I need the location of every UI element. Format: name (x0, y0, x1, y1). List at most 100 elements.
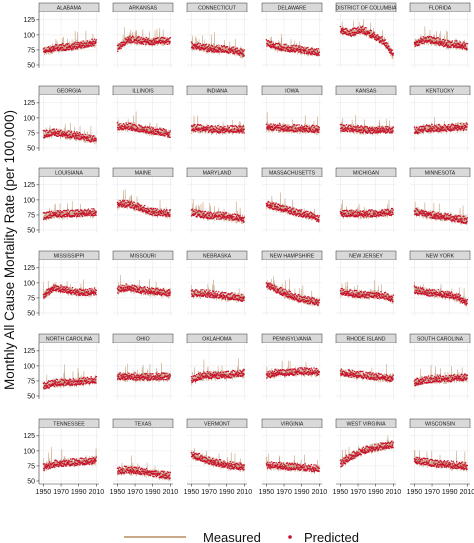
predicted-point (78, 131, 81, 134)
predicted-point (424, 41, 427, 43)
predicted-point (446, 46, 449, 48)
predicted-point (305, 52, 308, 54)
predicted-point (67, 213, 70, 216)
predicted-point (234, 213, 237, 216)
plot-area-illinois (113, 95, 173, 151)
predicted-point (443, 40, 446, 42)
predicted-point (70, 131, 72, 134)
predicted-point (157, 42, 160, 44)
predicted-point (300, 124, 303, 127)
predicted-point (95, 39, 98, 41)
predicted-point (47, 216, 50, 219)
predicted-point (356, 128, 358, 130)
predicted-point (281, 48, 284, 51)
predicted-point (144, 126, 147, 128)
predicted-point (138, 287, 141, 289)
y-tick-label: 75 (27, 212, 35, 219)
predicted-point (169, 214, 171, 216)
predicted-point (228, 130, 230, 132)
predicted-point (357, 293, 360, 296)
predicted-point (313, 53, 316, 56)
predicted-point (85, 377, 87, 380)
predicted-point (439, 218, 442, 220)
predicted-point (163, 128, 165, 131)
strip-label-minnesota: MINNESOTA (425, 171, 456, 177)
predicted-point (272, 44, 274, 46)
predicted-point (198, 45, 201, 47)
predicted-point (52, 211, 54, 213)
predicted-point (318, 128, 320, 131)
predicted-point (450, 291, 453, 293)
predicted-point (64, 135, 66, 137)
predicted-point (360, 291, 363, 293)
predicted-point (389, 127, 391, 129)
predicted-point (61, 132, 63, 134)
strip-label-maryland: MARYLAND (203, 171, 232, 177)
predicted-point (236, 126, 239, 129)
predicted-point (151, 210, 153, 213)
predicted-point (302, 47, 305, 49)
predicted-point (78, 135, 81, 137)
predicted-point (211, 125, 214, 128)
predicted-point (435, 212, 438, 215)
predicted-point (432, 289, 434, 291)
predicted-point (223, 129, 225, 132)
predicted-point (294, 210, 297, 212)
predicted-point (230, 128, 233, 131)
predicted-point (221, 291, 224, 293)
predicted-point (291, 44, 293, 47)
predicted-point (265, 38, 268, 41)
predicted-point (49, 50, 51, 53)
predicted-point (351, 28, 353, 31)
predicted-point (169, 136, 171, 139)
predicted-point (295, 297, 298, 299)
predicted-point (303, 298, 305, 301)
predicted-point (385, 44, 388, 47)
predicted-point (95, 140, 97, 142)
predicted-point (140, 36, 142, 39)
predicted-point (455, 128, 458, 130)
predicted-point (218, 50, 221, 53)
predicted-point (121, 203, 124, 205)
predicted-points-illinois (116, 122, 172, 139)
predicted-point (342, 215, 345, 218)
predicted-point (296, 124, 299, 126)
predicted-point (201, 292, 203, 294)
predicted-point (420, 41, 422, 44)
predicted-point (50, 210, 53, 213)
predicted-point (435, 126, 438, 128)
predicted-point (93, 209, 96, 211)
predicted-point (124, 204, 126, 207)
predicted-point (440, 44, 442, 46)
predicted-point (366, 125, 368, 128)
predicted-point (55, 380, 57, 383)
predicted-point (71, 49, 73, 51)
predicted-point (236, 217, 239, 219)
predicted-point (461, 218, 463, 220)
predicted-point (362, 293, 364, 296)
predicted-points-georgia (42, 128, 98, 143)
predicted-point (207, 45, 209, 48)
predicted-point (52, 49, 55, 52)
predicted-point (92, 135, 95, 137)
predicted-point (433, 289, 436, 291)
predicted-point (66, 131, 68, 134)
predicted-point (299, 45, 301, 47)
predicted-point (210, 211, 212, 214)
predicted-point (446, 130, 448, 132)
predicted-point (428, 35, 431, 38)
predicted-point (392, 213, 394, 215)
predicted-point (208, 130, 210, 133)
predicted-point (126, 289, 128, 292)
predicted-point (207, 128, 209, 131)
predicted-point (441, 44, 444, 46)
predicted-point (348, 127, 350, 130)
predicted-point (354, 210, 357, 213)
predicted-point (65, 215, 67, 218)
predicted-point (359, 28, 361, 30)
predicted-point (436, 130, 438, 132)
predicted-point (47, 46, 50, 48)
